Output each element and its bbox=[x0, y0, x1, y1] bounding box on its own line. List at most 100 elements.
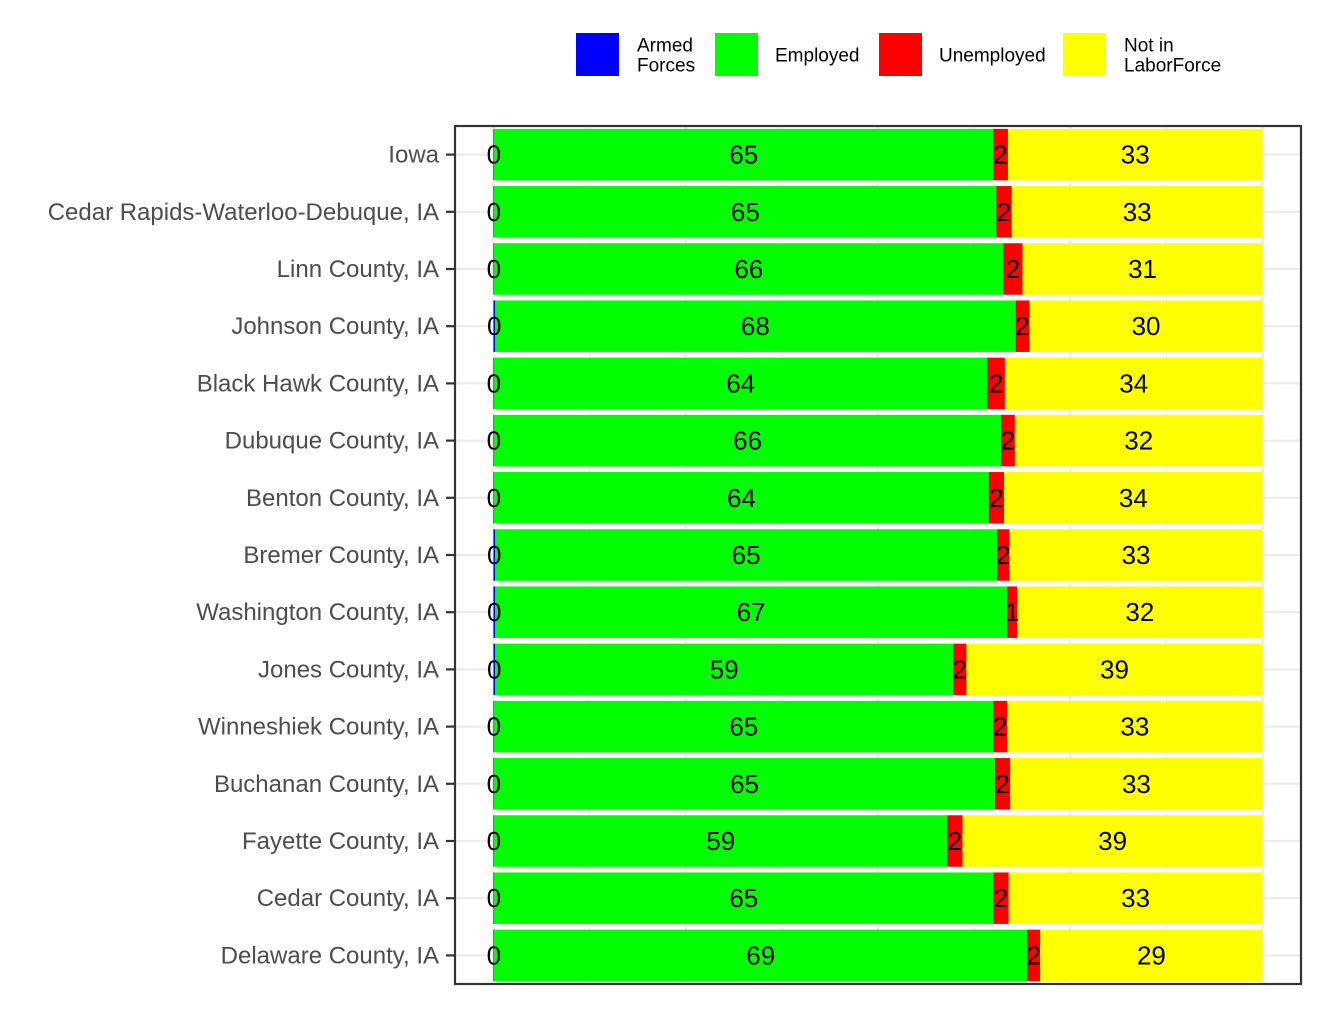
bar-not-in-laborforce bbox=[1004, 357, 1263, 410]
bar-employed bbox=[494, 529, 998, 581]
bar-label-armed-forces: 0 bbox=[487, 597, 501, 627]
legend-item-unemployed: Unemployed bbox=[879, 33, 1046, 76]
category-label: Bremer County, IA bbox=[243, 542, 439, 569]
legend-key-employed bbox=[715, 33, 758, 76]
bar-armed-forces bbox=[493, 472, 495, 524]
bar-label-employed: 68 bbox=[741, 311, 770, 341]
bar-label-not-in-laborforce: 31 bbox=[1128, 254, 1157, 284]
bar-employed bbox=[494, 815, 948, 867]
bar-label-unemployed: 1 bbox=[1005, 597, 1019, 627]
bar-label-employed: 64 bbox=[727, 483, 756, 513]
bar-label-not-in-laborforce: 33 bbox=[1121, 883, 1150, 913]
bar-label-armed-forces: 0 bbox=[487, 368, 501, 398]
category-label: Black Hawk County, IA bbox=[197, 370, 439, 397]
bar-not-in-laborforce bbox=[1029, 300, 1263, 352]
bar-unemployed bbox=[1003, 243, 1023, 295]
bar-label-armed-forces: 0 bbox=[487, 254, 501, 284]
bar-armed-forces bbox=[493, 128, 495, 181]
bar-employed bbox=[494, 586, 1008, 638]
legend-label-not-in-laborforce: Not in bbox=[1124, 36, 1174, 57]
bar-employed bbox=[494, 758, 995, 810]
category-label: Linn County, IA bbox=[277, 256, 439, 283]
legend-label-armed-forces: Armed bbox=[637, 36, 693, 57]
category-label: Iowa bbox=[388, 142, 439, 169]
legend-key-unemployed bbox=[879, 33, 922, 76]
panel-border bbox=[453, 124, 1303, 986]
bar-label-unemployed: 2 bbox=[994, 883, 1008, 913]
bar-label-unemployed: 2 bbox=[993, 140, 1007, 170]
bar-label-employed: 65 bbox=[729, 883, 758, 913]
bar-unemployed bbox=[1001, 414, 1015, 467]
bar-label-employed: 65 bbox=[730, 769, 759, 799]
bar-label-armed-forces: 0 bbox=[487, 483, 501, 513]
category-label: Jones County, IA bbox=[258, 656, 439, 683]
bar-label-employed: 59 bbox=[710, 654, 739, 684]
bar-unemployed bbox=[993, 872, 1009, 924]
bar-armed-forces bbox=[493, 243, 495, 295]
bar-armed-forces bbox=[493, 815, 495, 867]
legend-label-armed-forces: Forces bbox=[637, 56, 695, 77]
legend-key-armed-forces bbox=[576, 33, 619, 76]
bar-employed bbox=[494, 472, 989, 524]
bar-label-unemployed: 2 bbox=[989, 483, 1003, 513]
legend-label-employed: Employed bbox=[775, 46, 860, 67]
bar-not-in-laborforce bbox=[1022, 243, 1263, 295]
category-label: Cedar Rapids-Waterloo-Debuque, IA bbox=[48, 199, 439, 226]
bar-label-employed: 66 bbox=[733, 426, 762, 456]
bar-not-in-laborforce bbox=[962, 815, 1263, 867]
bar-armed-forces bbox=[493, 300, 495, 352]
bar-label-employed: 65 bbox=[731, 197, 760, 227]
bar-label-employed: 66 bbox=[734, 254, 763, 284]
bar-not-in-laborforce bbox=[1004, 472, 1263, 524]
bar-not-in-laborforce bbox=[1010, 758, 1263, 810]
bar-label-armed-forces: 0 bbox=[487, 140, 501, 170]
bar-not-in-laborforce bbox=[1014, 414, 1263, 467]
bar-armed-forces bbox=[493, 643, 495, 696]
bar-armed-forces bbox=[493, 414, 495, 467]
bar-not-in-laborforce bbox=[1009, 529, 1263, 581]
bar-not-in-laborforce bbox=[966, 643, 1263, 696]
bar-label-armed-forces: 0 bbox=[487, 940, 501, 970]
bar-label-armed-forces: 0 bbox=[487, 197, 501, 227]
bar-unemployed bbox=[1027, 929, 1041, 982]
bar-label-unemployed: 2 bbox=[1001, 426, 1015, 456]
category-label: Dubuque County, IA bbox=[225, 428, 439, 455]
bar-unemployed bbox=[997, 529, 1010, 581]
bar-not-in-laborforce bbox=[1007, 700, 1263, 753]
bar-armed-forces bbox=[493, 700, 495, 753]
bar-armed-forces bbox=[493, 872, 495, 924]
bar-label-unemployed: 2 bbox=[948, 826, 962, 856]
plot-area: 0 65 2 33 Iowa 0 65 2 33 Cedar Rapids-Waterloo-De… bbox=[48, 124, 1303, 986]
bar-unemployed bbox=[988, 472, 1005, 524]
bar-label-armed-forces: 0 bbox=[487, 426, 501, 456]
legend-item-employed: Employed bbox=[715, 33, 860, 76]
bar-label-not-in-laborforce: 33 bbox=[1122, 540, 1151, 570]
bar-employed bbox=[494, 128, 994, 181]
bar-employed bbox=[494, 300, 1016, 352]
bar-label-employed: 67 bbox=[737, 597, 766, 627]
bar-label-employed: 65 bbox=[732, 540, 761, 570]
bar-label-unemployed: 2 bbox=[953, 654, 967, 684]
bar-armed-forces bbox=[493, 529, 495, 581]
bar-label-armed-forces: 0 bbox=[487, 712, 501, 742]
bar-label-employed: 65 bbox=[729, 140, 758, 170]
bar-label-not-in-laborforce: 32 bbox=[1125, 597, 1154, 627]
bar-unemployed bbox=[996, 186, 1012, 238]
bar-label-unemployed: 2 bbox=[995, 769, 1009, 799]
bar-unemployed bbox=[987, 357, 1005, 410]
bar-label-not-in-laborforce: 34 bbox=[1119, 368, 1148, 398]
bar-employed bbox=[494, 357, 988, 410]
bar-label-unemployed: 2 bbox=[1006, 254, 1020, 284]
bar-employed bbox=[494, 243, 1004, 295]
category-label: Delaware County, IA bbox=[221, 942, 439, 969]
bar-label-employed: 69 bbox=[746, 940, 775, 970]
bar-not-in-laborforce bbox=[1008, 872, 1263, 924]
bar-unemployed bbox=[993, 128, 1008, 181]
bar-label-not-in-laborforce: 33 bbox=[1123, 197, 1152, 227]
bar-unemployed bbox=[1007, 586, 1018, 638]
